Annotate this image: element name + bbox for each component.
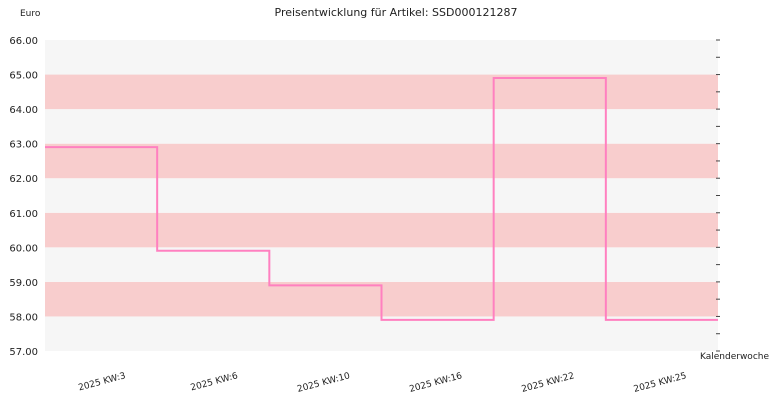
background-band	[45, 143, 718, 179]
x-tick-label: 2025 KW:22	[521, 371, 576, 395]
y-tick-label: 64.00	[9, 105, 38, 116]
y-tick-label: 65.00	[9, 71, 38, 82]
y-tick-label: 60.00	[9, 243, 38, 254]
y-tick-label: 57.00	[9, 347, 38, 358]
price-series-line	[45, 77, 718, 321]
x-tick-label: 2025 KW:10	[296, 371, 351, 395]
labels-layer: Preisentwicklung für Artikel: SSD0001212…	[9, 6, 769, 395]
background-band	[45, 178, 718, 213]
x-tick-label: 2025 KW:25	[633, 371, 688, 395]
background-band	[45, 109, 718, 144]
y-axis-label: Euro	[20, 9, 41, 19]
background-band	[45, 40, 718, 75]
chart-title: Preisentwicklung für Artikel: SSD0001212…	[275, 6, 518, 19]
y-tick-label: 58.00	[9, 312, 38, 323]
background-band	[45, 74, 718, 110]
x-tick-label: 2025 KW:16	[408, 371, 463, 395]
background-band	[45, 316, 718, 351]
y-tick-label: 61.00	[9, 209, 38, 220]
x-tick-label: 2025 KW:6	[190, 371, 240, 393]
series-layer	[45, 77, 718, 321]
y-tick-label: 63.00	[9, 140, 38, 151]
background-band	[45, 212, 718, 248]
x-axis-label: Kalenderwoche	[700, 352, 769, 362]
background-band	[45, 247, 718, 282]
axes	[716, 39, 720, 352]
x-tick-label: 2025 KW:3	[77, 371, 126, 393]
y-tick-label: 66.00	[9, 36, 38, 47]
y-tick-label: 59.00	[9, 278, 38, 289]
y-tick-label: 62.00	[9, 174, 38, 185]
